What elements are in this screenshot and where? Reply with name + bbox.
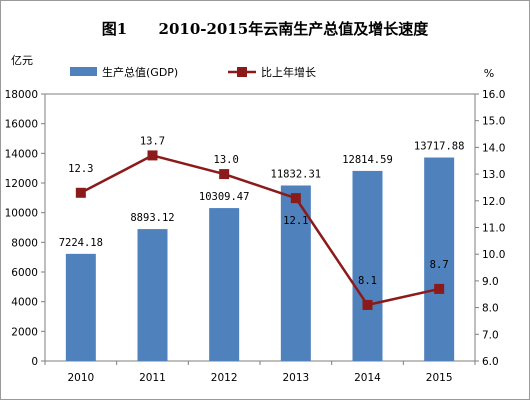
- right-axis-tick-label: 16.0: [482, 89, 505, 101]
- gdp-bar-label: 7224.18: [59, 237, 103, 249]
- right-axis-tick-label: 15.0: [482, 116, 505, 128]
- gdp-bar: [209, 208, 240, 361]
- chart-legend: 生产总值(GDP) 比上年增长: [70, 65, 316, 79]
- left-axis-tick-label: 0: [31, 356, 38, 368]
- growth-point-label: 13.0: [214, 154, 239, 166]
- growth-point-label: 12.1: [283, 215, 308, 227]
- right-axis-tick-label: 8.0: [482, 303, 499, 315]
- legend-bar-label: 生产总值(GDP): [102, 65, 178, 79]
- x-axis-tick-label: 2012: [211, 372, 238, 384]
- x-axis-tick-label: 2011: [139, 372, 166, 384]
- gdp-bar: [424, 157, 455, 361]
- plot-area-border: [44, 93, 476, 362]
- growth-point-marker: [219, 169, 230, 180]
- chart-axes: 0 2000 4000 6000 8000 10000 12000 14000 16000 180…: [5, 54, 506, 384]
- left-axis-tick-label: 16000: [5, 119, 38, 131]
- right-axis-tick-label: 11.0: [482, 223, 505, 235]
- right-axis-tick-label: 7.0: [482, 329, 499, 341]
- growth-point-marker: [147, 150, 158, 161]
- right-axis-tick-label: 14.0: [482, 142, 505, 154]
- gdp-bar-label: 8893.12: [130, 212, 174, 224]
- left-axis-tick-label: 18000: [5, 89, 38, 101]
- x-axis-tick-label: 2015: [426, 372, 453, 384]
- left-axis-tick-label: 4000: [11, 297, 38, 309]
- right-axis-tick-label: 12.0: [482, 196, 505, 208]
- left-axis-tick-label: 6000: [11, 267, 38, 279]
- growth-point-marker: [434, 283, 445, 294]
- gdp-bar: [352, 170, 383, 361]
- gdp-bar-label: 11832.31: [271, 168, 322, 180]
- left-axis-tick-label: 14000: [5, 148, 38, 160]
- right-axis-tick-label: 13.0: [482, 169, 505, 181]
- right-axis-tick-label: 10.0: [482, 249, 505, 261]
- gdp-bar-label: 10309.47: [199, 191, 250, 203]
- growth-point-marker: [290, 193, 301, 204]
- left-axis-unit: 亿元: [11, 54, 33, 67]
- x-axis-tick-label: 2014: [354, 372, 381, 384]
- x-axis-tick-label: 2010: [67, 372, 94, 384]
- left-axis-tick-label: 2000: [11, 326, 38, 338]
- gdp-bar-label: 13717.88: [414, 141, 465, 153]
- right-axis-unit: %: [484, 67, 494, 80]
- gdp-bar: [65, 253, 96, 361]
- growth-line-path: [80, 154, 440, 307]
- growth-point-marker: [362, 299, 373, 310]
- left-axis-tick-label: 8000: [11, 237, 38, 249]
- right-axis-tick-label: 6.0: [482, 356, 499, 368]
- left-axis-tick-label: 12000: [5, 178, 38, 190]
- growth-point-label: 13.7: [140, 135, 165, 147]
- growth-point-marker: [75, 187, 86, 198]
- growth-point-label: 8.7: [430, 259, 449, 271]
- legend-bar-swatch: [70, 67, 97, 76]
- right-axis-tick-label: 9.0: [482, 276, 499, 288]
- growth-line: [75, 150, 445, 310]
- x-axis-tick-label: 2013: [282, 372, 309, 384]
- left-axis-tick-label: 10000: [5, 208, 38, 220]
- growth-point-label: 8.1: [358, 275, 377, 287]
- growth-point-label: 12.3: [68, 163, 93, 175]
- data-labels: 7224.18 8893.12 10309.47 11832.31 12814.59 13…: [59, 135, 465, 287]
- chart-title: 图1 2010-2015年云南生产总值及增长速度: [101, 20, 429, 38]
- legend-line-label: 比上年增长: [261, 65, 316, 79]
- gdp-bar: [137, 229, 168, 361]
- gdp-bars: [65, 157, 455, 361]
- gdp-bar-label: 12814.59: [342, 154, 393, 166]
- legend-line-marker: [237, 67, 247, 77]
